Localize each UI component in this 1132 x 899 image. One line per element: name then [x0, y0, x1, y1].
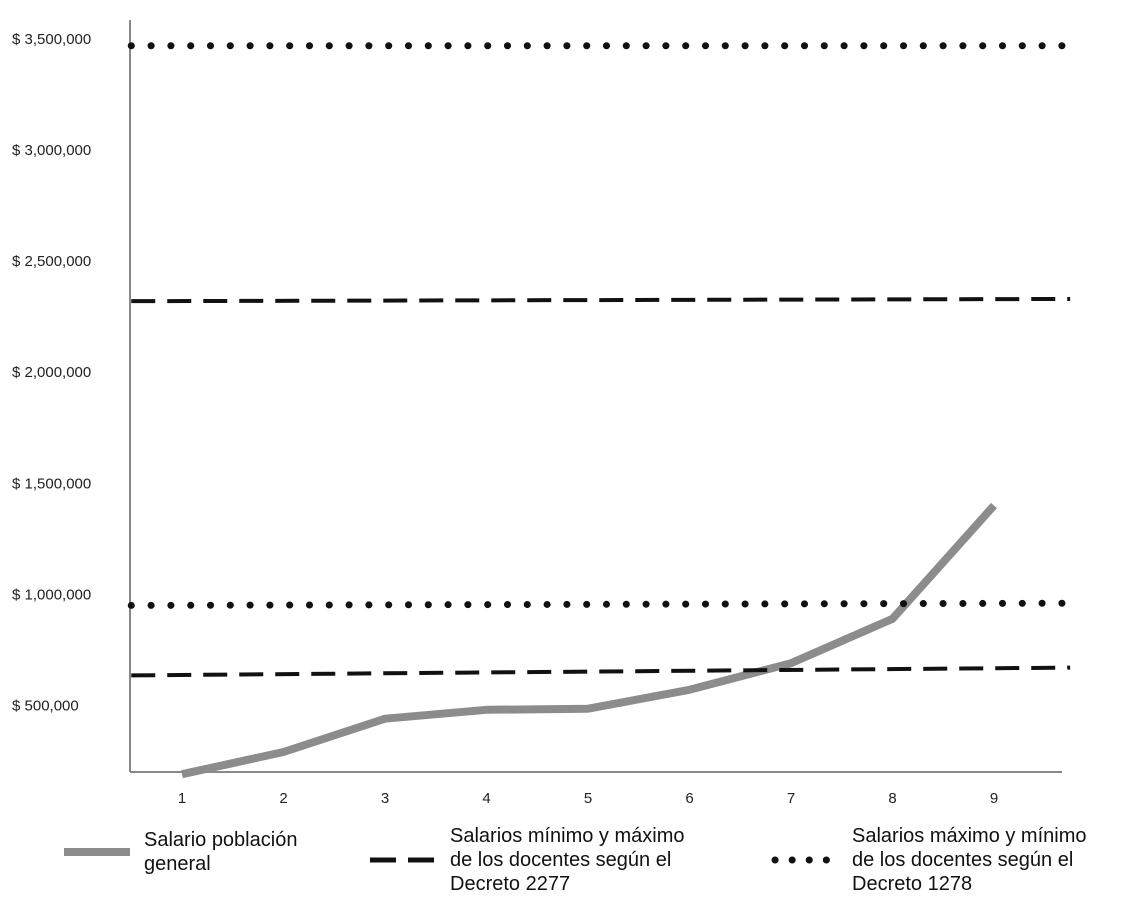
series-line-decreto-2277-max	[131, 296, 1071, 304]
legend-label-population-salary: Salario población general	[144, 829, 298, 875]
x-tick-label: 7	[787, 790, 795, 807]
series-line-decreto-1278-min	[127, 599, 1074, 609]
legend-label-decreto-2277: Salarios mínimo y máximo de los docentes…	[450, 825, 685, 895]
y-tick-label: $ 3,500,000	[12, 31, 91, 48]
x-tick-label: 1	[178, 790, 186, 807]
salary-line-chart: $ 500,000 $ 1,000,000 $ 1,500,000 $ 2,000,0…	[12, 20, 1074, 807]
y-tick-label: $ 2,000,000	[12, 364, 91, 381]
legend-label-decreto-1278: Salarios máximo y mínimo de los docentes…	[852, 825, 1087, 895]
legend-item-population-salary: Salario población general	[62, 828, 297, 876]
x-tick-label: 5	[584, 790, 592, 807]
y-tick-label: $ 1,000,000	[12, 586, 91, 603]
series-line-population-salary	[181, 502, 997, 779]
series-line-decreto-2277-min	[131, 665, 1071, 678]
y-tick-label: $ 2,500,000	[12, 253, 91, 270]
x-tick-label: 4	[482, 790, 490, 807]
x-tick-label: 2	[279, 790, 287, 807]
x-tick-label: 3	[381, 790, 389, 807]
y-tick-label: $ 1,500,000	[12, 475, 91, 492]
legend-swatch-dashed	[370, 857, 436, 863]
axis-tick-labels: $ 500,000 $ 1,000,000 $ 1,500,000 $ 2,000,0…	[12, 31, 998, 807]
series-lines	[127, 42, 1074, 779]
legend-swatch-solid	[64, 848, 130, 856]
chart-axes	[129, 20, 1062, 773]
x-tick-label: 6	[685, 790, 693, 807]
chart-legend: Salario población general Salarios mínim…	[0, 820, 1132, 899]
legend-swatch-dotted	[771, 856, 840, 864]
x-tick-label: 8	[888, 790, 896, 807]
y-tick-label: $ 500,000	[12, 697, 79, 714]
legend-item-decreto-2277: Salarios mínimo y máximo de los docentes…	[368, 824, 685, 896]
y-tick-label: $ 3,000,000	[12, 142, 91, 159]
x-tick-label: 9	[990, 790, 998, 807]
legend-item-decreto-1278: Salarios máximo y mínimo de los docentes…	[770, 824, 1087, 896]
